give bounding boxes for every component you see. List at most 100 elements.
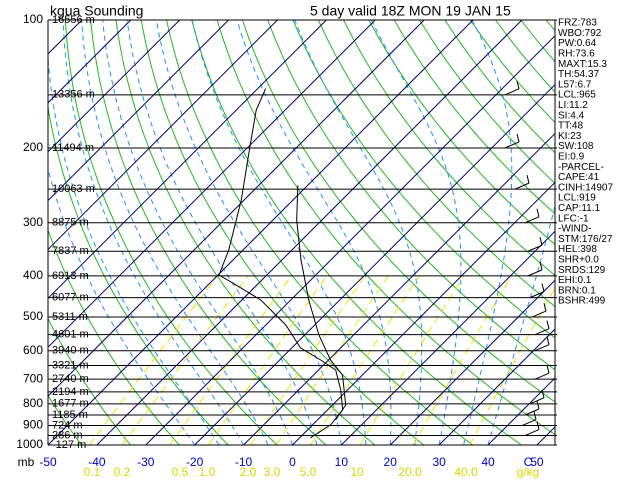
y-tick-label: 700 bbox=[23, 371, 43, 385]
height-label: 6077 m bbox=[52, 292, 89, 304]
stat-line: BSHR:499 bbox=[558, 296, 606, 307]
mixing-ratio-label: 0.5 bbox=[172, 465, 189, 479]
height-label: 724 m bbox=[52, 419, 83, 431]
dry-adiabat bbox=[444, 20, 555, 154]
height-label: 11494 m bbox=[52, 142, 94, 154]
isotherm bbox=[145, 35, 555, 445]
y-tick-label: 600 bbox=[23, 343, 43, 357]
y-tick-label: 300 bbox=[23, 215, 43, 229]
isotherm bbox=[48, 20, 181, 153]
dry-adiabat bbox=[393, 20, 555, 215]
wind-barb bbox=[524, 429, 540, 436]
isotherm bbox=[48, 20, 474, 445]
stat-line: LI:11.2 bbox=[558, 100, 588, 111]
stat-line: LCL:919 bbox=[558, 193, 596, 204]
dry-adiabat bbox=[64, 20, 278, 445]
mixing-ratio-label: 5.0 bbox=[300, 465, 317, 479]
isotherm bbox=[96, 20, 523, 445]
moist-adiabat bbox=[370, 20, 462, 445]
height-label: 16556 m bbox=[52, 14, 95, 26]
x-tick-label: -10 bbox=[235, 455, 253, 469]
wind-barb bbox=[546, 365, 550, 374]
wind-barb bbox=[514, 182, 530, 190]
chart-subtitle: 5 day valid 18Z MON 19 JAN 15 bbox=[310, 3, 511, 19]
moist-adiabat bbox=[102, 20, 293, 445]
isotherm bbox=[48, 20, 132, 104]
x-tick-label: -30 bbox=[137, 455, 155, 469]
wind-barb bbox=[546, 320, 550, 329]
stat-line: SRDS:129 bbox=[558, 265, 606, 276]
mixing-unit: g/kg bbox=[517, 465, 540, 479]
stat-line: STM:176/27 bbox=[558, 234, 613, 245]
mixing-ratio-line bbox=[121, 275, 249, 445]
stat-line: KI:23 bbox=[558, 131, 582, 142]
wind-barb bbox=[524, 216, 540, 224]
y-tick-label: 400 bbox=[23, 268, 43, 282]
mixing-ratio-label: 0.1 bbox=[84, 465, 101, 479]
wind-barb bbox=[527, 244, 543, 252]
height-label: 4601 m bbox=[52, 329, 89, 341]
height-label: -127 m bbox=[52, 439, 86, 451]
wind-barb bbox=[504, 88, 520, 96]
stat-line: EHI:0.1 bbox=[558, 275, 592, 286]
stat-line: BRN:0.1 bbox=[558, 285, 596, 296]
height-label: 13356 m bbox=[52, 89, 95, 101]
wind-barb bbox=[526, 175, 530, 184]
y-tick-label: 500 bbox=[23, 309, 43, 323]
mixing-ratio-line bbox=[469, 287, 555, 445]
x-tick-label: -50 bbox=[39, 455, 57, 469]
foreground: 16556 m 13356 m 11494 m 10063 m 8875 m 7837 m… bbox=[16, 12, 613, 479]
wind-barb bbox=[527, 269, 543, 277]
background-lines bbox=[48, 20, 640, 445]
x-tick-label: 50 bbox=[530, 455, 544, 469]
height-label: 2740 m bbox=[52, 373, 89, 385]
x-tick-label: -40 bbox=[88, 455, 106, 469]
x-tick-label: 0 bbox=[289, 455, 296, 469]
stat-line: -PARCEL- bbox=[558, 162, 604, 173]
dry-adiabat bbox=[419, 20, 555, 184]
mixing-ratio-label: 2.0 bbox=[240, 465, 257, 479]
wind-barb bbox=[504, 141, 520, 149]
wind-barb bbox=[539, 237, 543, 246]
stat-line: L57:6.7 bbox=[558, 79, 592, 90]
stat-line: CAPE:41 bbox=[558, 172, 600, 183]
y-tick-label: 800 bbox=[23, 396, 43, 410]
wind-barb bbox=[534, 328, 550, 336]
isotherm bbox=[48, 20, 376, 348]
profile-line bbox=[218, 88, 344, 439]
x-tick-label: 40 bbox=[481, 455, 495, 469]
isotherm bbox=[586, 20, 640, 445]
wind-barb bbox=[533, 411, 537, 420]
stat-line: TH:54.37 bbox=[558, 69, 600, 80]
height-label: 6913 m bbox=[52, 270, 89, 282]
isotherm bbox=[292, 181, 555, 445]
isotherm bbox=[48, 20, 278, 251]
mixing-ratio-label: 3.0 bbox=[264, 465, 281, 479]
height-label: 10063 m bbox=[52, 183, 95, 195]
isotherm bbox=[389, 279, 555, 445]
x-tick-label: 20 bbox=[384, 455, 398, 469]
isotherm bbox=[48, 20, 327, 300]
wind-barb bbox=[516, 133, 520, 143]
wind-barb bbox=[534, 372, 550, 380]
stat-line: HEL:398 bbox=[558, 244, 597, 255]
wind-barb bbox=[539, 261, 543, 270]
stat-line: LFC:-1 bbox=[558, 213, 589, 224]
dry-adiabat bbox=[140, 20, 425, 445]
stat-line: CAP:11.1 bbox=[558, 203, 600, 214]
wind-barb bbox=[536, 208, 540, 217]
wind-barb bbox=[541, 389, 545, 398]
moist-adiabat bbox=[191, 20, 367, 445]
stat-line: EI:0.9 bbox=[558, 152, 585, 163]
stat-line: PW:0.64 bbox=[558, 38, 597, 49]
dry-adiabat bbox=[597, 20, 640, 445]
stat-line: SI:4.4 bbox=[558, 110, 585, 121]
wind-barb bbox=[529, 397, 545, 405]
height-label: 3940 m bbox=[52, 345, 89, 357]
chart-title: kgua Sounding bbox=[50, 3, 143, 19]
height-label: 3321 m bbox=[52, 359, 89, 371]
y-axis-label: mb bbox=[18, 455, 35, 469]
isotherm bbox=[48, 20, 425, 397]
y-tick-label: 200 bbox=[23, 140, 43, 154]
